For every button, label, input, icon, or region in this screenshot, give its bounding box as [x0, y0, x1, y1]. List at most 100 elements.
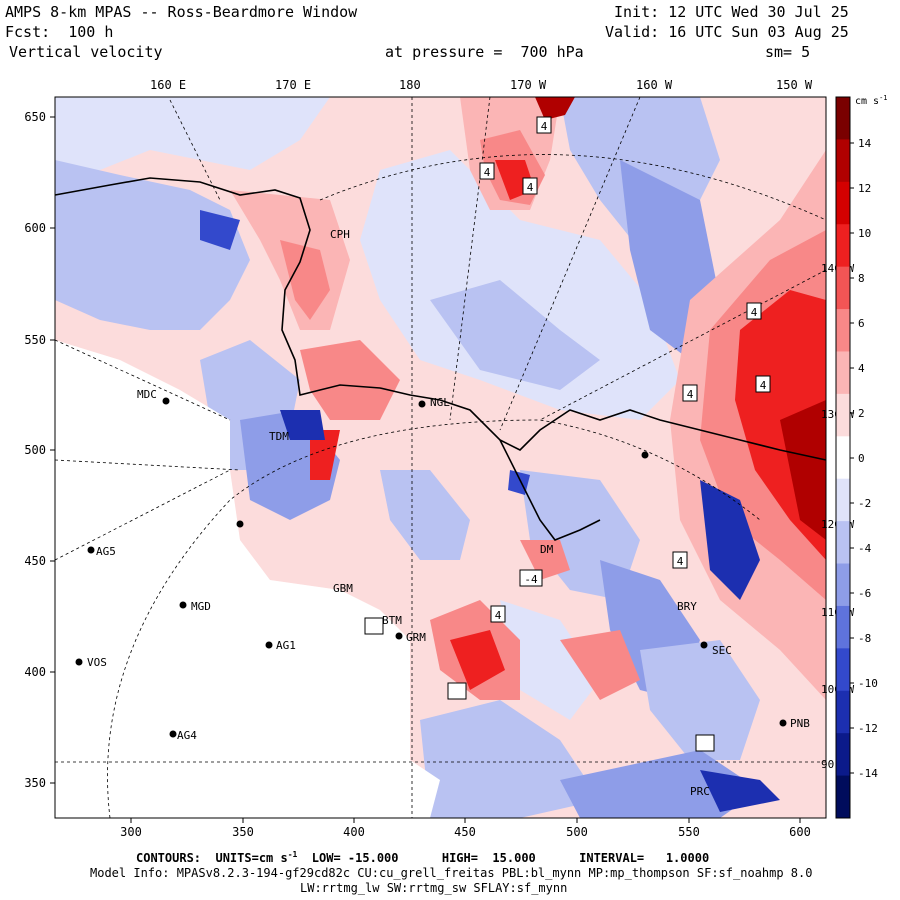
colorbar-tick-label: -12 — [858, 722, 878, 735]
plot-title: AMPS 8-km MPAS -- Ross-Beardmore Window — [5, 3, 358, 21]
colorbar-swatch — [836, 605, 850, 649]
contour-label: 4 — [541, 120, 548, 133]
colorbar-tick-label: 2 — [858, 407, 865, 420]
contour-label: 4 — [677, 555, 684, 568]
svg-text:350: 350 — [24, 776, 46, 790]
svg-text:160 E: 160 E — [150, 78, 186, 92]
station-label: SEC — [712, 644, 732, 657]
colorbar-swatch — [836, 97, 850, 140]
station-label: MGD — [191, 600, 211, 613]
station-label: VOS — [87, 656, 107, 669]
svg-text:500: 500 — [566, 825, 588, 839]
init-time: Init: 12 UTC Wed 30 Jul 25 — [614, 3, 849, 21]
svg-text:160 W: 160 W — [636, 78, 673, 92]
station-label: PNB — [790, 717, 810, 730]
svg-text:400: 400 — [24, 665, 46, 679]
contour-label: 4 — [687, 388, 694, 401]
colorbar-tick-label: 4 — [858, 362, 865, 375]
station-label: DM — [540, 543, 554, 556]
colorbar-tick-label: 8 — [858, 272, 865, 285]
stations: MDC NGL TDM CPH AG5 MGD VOS AG1 AG4 GRM … — [75, 228, 810, 798]
valid-time: Valid: 16 UTC Sun 03 Aug 25 — [605, 23, 849, 41]
svg-text:170 W: 170 W — [510, 78, 547, 92]
colorbar-swatch — [836, 478, 850, 522]
svg-text:170 E: 170 E — [275, 78, 311, 92]
smoothing: sm= 5 — [765, 43, 811, 61]
station-label: GBM — [333, 582, 353, 595]
colorbar-swatch — [836, 563, 850, 607]
colorbar — [835, 96, 851, 819]
contour-label: 4 — [527, 181, 534, 194]
colorbar-tick-label: -14 — [858, 767, 878, 780]
svg-text:400: 400 — [343, 825, 365, 839]
svg-text:500: 500 — [24, 443, 46, 457]
svg-text:450: 450 — [454, 825, 476, 839]
colorbar-tick-label: -6 — [858, 587, 871, 600]
colorbar-tick-label: 12 — [858, 182, 871, 195]
longitude-labels: 160 E 170 E 180 170 W 160 W 150 W — [150, 78, 813, 92]
station-label: PRC — [690, 785, 710, 798]
station-label: AG4 — [177, 729, 197, 742]
coastline — [54, 177, 827, 541]
y-axis: 650 600 550 500 450 400 350 — [24, 110, 55, 790]
colorbar-swatch — [836, 690, 850, 734]
svg-text:350: 350 — [232, 825, 254, 839]
graticule — [54, 96, 827, 819]
colorbar-swatch — [836, 351, 850, 395]
colorbar-tick-label: -10 — [858, 677, 878, 690]
colorbar-swatch — [836, 775, 850, 819]
svg-text:180: 180 — [399, 78, 421, 92]
contour-label: 4 — [760, 379, 767, 392]
station-label: TDM — [269, 430, 289, 443]
colorbar-units: cm s-1 — [855, 94, 888, 107]
svg-text:300: 300 — [120, 825, 142, 839]
contour-label: 4 — [751, 306, 758, 319]
station-label: GRM — [406, 631, 426, 644]
colorbar-swatch — [836, 139, 850, 183]
colorbar-swatch — [836, 393, 850, 437]
station-label: AG1 — [276, 639, 296, 652]
pressure-level: at pressure = 700 hPa — [385, 43, 584, 61]
colorbar-tick-label: -2 — [858, 497, 871, 510]
colorbar-tick-label: -4 — [858, 542, 872, 555]
station-label: CPH — [330, 228, 350, 241]
contour-label: 4 — [484, 166, 491, 179]
field-name: Vertical velocity — [9, 43, 163, 61]
contour-label: 4 — [495, 609, 502, 622]
station-label: AG5 — [96, 545, 116, 558]
colorbar-ticks: 14 12 10 8 6 4 2 0 -2 -4 -6 -8 -10 -12 -14 — [850, 137, 878, 780]
colorbar-tick-label: -8 — [858, 632, 871, 645]
svg-text:550: 550 — [24, 333, 46, 347]
svg-text:550: 550 — [678, 825, 700, 839]
svg-text:600: 600 — [789, 825, 811, 839]
station-label: BRY — [677, 600, 697, 613]
forecast-hour: Fcst: 100 h — [5, 23, 114, 41]
model-info-line2: LW:rrtmg_lw SW:rrtmg_sw SFLAY:sf_mynn — [300, 881, 568, 895]
colorbar-swatch — [836, 733, 850, 777]
colorbar-swatch — [836, 309, 850, 352]
contour-labels: 4 4 4 4 4 4 4 4 -4 — [364, 116, 771, 752]
svg-text:150 W: 150 W — [776, 78, 813, 92]
colorbar-tick-label: 10 — [858, 227, 871, 240]
station-label: MDC — [137, 388, 157, 401]
colorbar-tick-label: 0 — [858, 452, 865, 465]
colorbar-tick-label: 14 — [858, 137, 872, 150]
station-label: NGL — [430, 396, 450, 409]
svg-text:450: 450 — [24, 554, 46, 568]
colorbar-swatch — [836, 521, 850, 565]
model-info: Model Info: MPASv8.2.3-194-gf29cd82c CU:… — [90, 866, 813, 880]
colorbar-swatch — [836, 181, 850, 225]
colorbar-tick-label: 6 — [858, 317, 865, 330]
colorbar-swatch — [836, 224, 850, 268]
svg-text:650: 650 — [24, 110, 46, 124]
x-axis: 300 350 400 450 500 550 600 — [120, 818, 811, 839]
contour-label: -4 — [524, 573, 538, 586]
svg-text:600: 600 — [24, 221, 46, 235]
contours-info: CONTOURS: UNITS=cm s-1 LOW= -15.000 HIGH… — [136, 850, 710, 865]
map-field — [55, 97, 826, 818]
colorbar-swatch — [836, 648, 850, 692]
colorbar-swatch — [836, 436, 850, 480]
station-label: BTM — [382, 614, 402, 627]
colorbar-swatch — [836, 266, 850, 310]
